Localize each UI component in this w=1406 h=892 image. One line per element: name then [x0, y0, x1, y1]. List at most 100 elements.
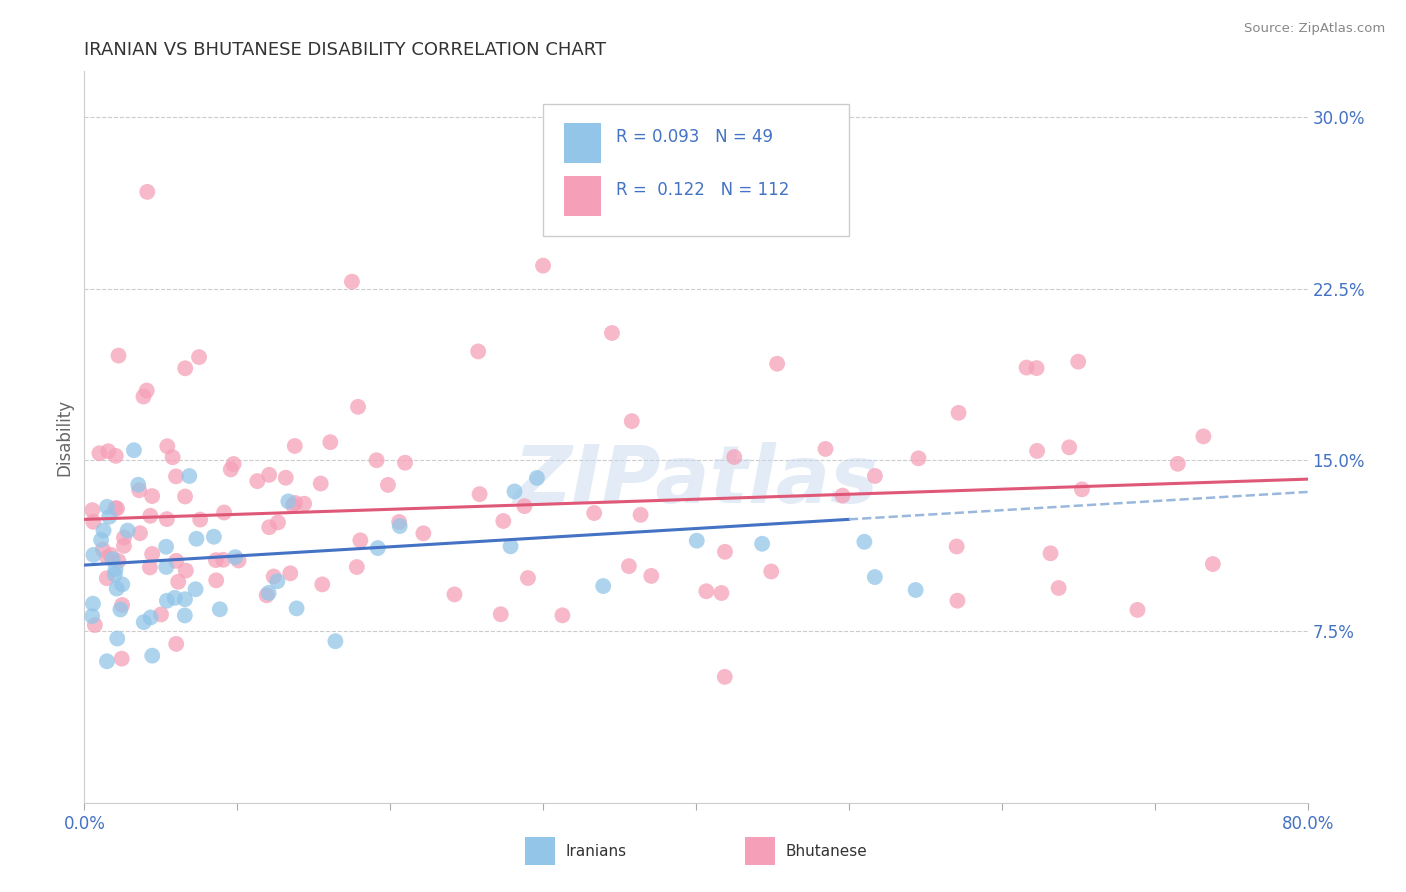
Point — [122, 443, 145, 458]
Point — [156, 593, 179, 607]
Point — [141, 489, 163, 503]
Point — [467, 344, 489, 359]
Point — [945, 540, 967, 554]
Point — [82, 503, 104, 517]
Point — [107, 554, 129, 568]
Point — [766, 357, 789, 371]
Point — [104, 562, 127, 576]
Point — [443, 587, 465, 601]
Point — [713, 670, 735, 684]
Point — [165, 554, 187, 568]
Point — [686, 533, 709, 548]
Point — [513, 499, 536, 513]
Point — [139, 508, 162, 523]
Point — [179, 469, 201, 483]
Point — [96, 571, 118, 585]
Point — [863, 469, 886, 483]
Point — [723, 450, 745, 464]
Point — [257, 520, 280, 534]
Point — [155, 540, 177, 554]
Point — [551, 608, 574, 623]
Point — [205, 553, 228, 567]
Point — [90, 533, 112, 547]
Point — [349, 533, 371, 548]
Point — [814, 442, 837, 456]
Point — [714, 545, 737, 559]
Text: Iranians: Iranians — [565, 844, 626, 859]
Point — [592, 579, 614, 593]
Point — [853, 534, 876, 549]
Point — [208, 602, 231, 616]
Point — [174, 361, 197, 376]
Point — [219, 462, 242, 476]
Point — [1025, 361, 1047, 376]
Point — [101, 552, 124, 566]
Point — [284, 439, 307, 453]
Point — [96, 500, 118, 514]
Point — [278, 566, 301, 581]
Point — [117, 524, 139, 538]
Point — [173, 608, 195, 623]
Point — [100, 548, 122, 562]
Point — [93, 524, 115, 538]
Point — [167, 574, 190, 589]
Point — [139, 610, 162, 624]
Point — [620, 414, 643, 428]
Point — [165, 469, 187, 483]
Point — [1067, 354, 1090, 368]
Point — [82, 609, 104, 624]
Point — [257, 467, 280, 482]
Point — [285, 601, 308, 615]
Point — [156, 439, 179, 453]
Point — [104, 449, 127, 463]
Point — [98, 509, 121, 524]
Bar — [745, 838, 776, 865]
Point — [111, 651, 134, 665]
Point — [277, 494, 299, 508]
Point — [174, 592, 197, 607]
Point — [904, 582, 927, 597]
Point — [1039, 546, 1062, 560]
Point — [212, 506, 235, 520]
Point — [135, 384, 157, 398]
Point — [132, 390, 155, 404]
Point — [155, 560, 177, 574]
Point — [503, 484, 526, 499]
Point — [377, 478, 399, 492]
Point — [112, 539, 135, 553]
Point — [1126, 603, 1149, 617]
Point — [630, 508, 652, 522]
Point — [89, 446, 111, 460]
Point — [751, 537, 773, 551]
Point — [127, 477, 149, 491]
Point — [174, 564, 197, 578]
Text: R = 0.093   N = 49: R = 0.093 N = 49 — [616, 128, 773, 146]
Point — [1015, 360, 1038, 375]
Point — [174, 490, 197, 504]
Point — [489, 607, 512, 622]
Point — [246, 474, 269, 488]
Point — [205, 574, 228, 588]
Point — [340, 275, 363, 289]
Point — [346, 560, 368, 574]
Point — [284, 496, 307, 510]
Point — [228, 553, 250, 567]
Point — [128, 483, 150, 498]
Point — [263, 569, 285, 583]
Point — [907, 451, 929, 466]
Point — [761, 565, 783, 579]
Point — [132, 615, 155, 629]
Point — [266, 574, 288, 589]
Point — [104, 501, 127, 516]
Point — [831, 489, 853, 503]
Text: Source: ZipAtlas.com: Source: ZipAtlas.com — [1244, 22, 1385, 36]
Point — [107, 349, 129, 363]
Point — [468, 487, 491, 501]
Point — [136, 185, 159, 199]
Point — [267, 516, 290, 530]
Point — [96, 550, 118, 565]
Point — [292, 497, 315, 511]
Point — [224, 550, 246, 565]
Point — [212, 553, 235, 567]
Point — [83, 618, 105, 632]
